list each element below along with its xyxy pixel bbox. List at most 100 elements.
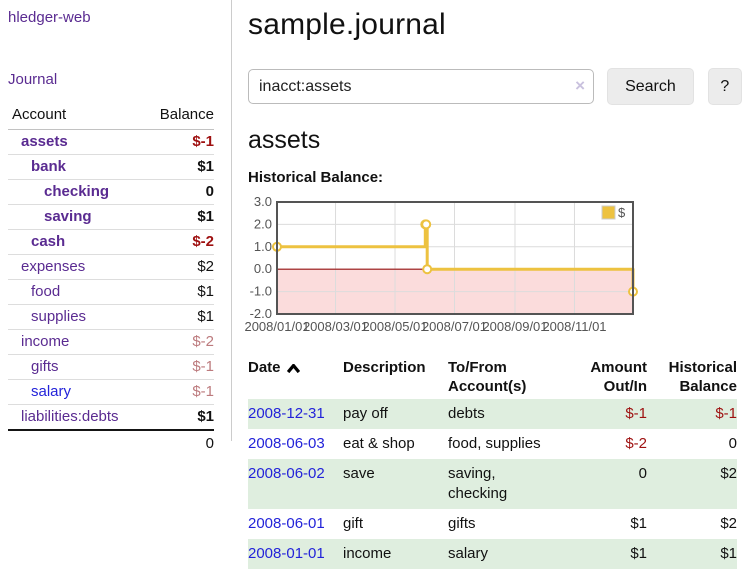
balance-value: $1 [197,158,214,175]
account-row: cash $-2 [8,229,214,255]
header-label: To/From [448,359,507,376]
register-date-link[interactable]: 2008-12-31 [248,405,325,422]
plot-border [276,201,634,315]
account-balance: $-2 [142,229,214,255]
account-balance: $2 [142,254,214,280]
register-balance: $2 [720,515,737,532]
register-amount: $-2 [625,435,647,452]
register-date-link[interactable]: 2008-06-01 [248,515,325,532]
account-cell: checking [8,179,143,205]
account-cell: income [8,329,143,355]
account-balance: $1 [142,204,214,230]
register-table: Date Description To/From Account(s) Amount Ou… [248,358,737,569]
register-row: 2008-12-31 pay off debts $-1 $-1 [248,399,737,429]
register-date-cell: 2008-06-03 [248,429,343,459]
y-tick-label: 0.0 [254,261,272,276]
register-accounts: salary [448,539,582,569]
accounts-table: Account Balance assets $-1 bank $1 checking 0… [8,103,214,456]
account-balance: $-1 [142,354,214,380]
account-link[interactable]: checking [44,183,110,200]
help-button[interactable]: ? [707,68,742,105]
register-header-description: Description [343,358,448,399]
register-amount: $-1 [625,405,647,422]
register-row: 2008-01-01 income salary $1 $1 [248,539,737,569]
x-tick-label: 2008/09/01 [482,319,547,334]
account-cell: food [8,279,143,305]
sidebar-item-journal[interactable]: Journal [8,71,58,88]
register-description: income [343,545,392,562]
y-tick-label: -1.0 [250,284,272,299]
balance-value: $-1 [192,383,214,400]
accounts-header-account: Account [8,103,143,130]
register-balance: $2 [720,465,737,482]
account-link[interactable]: income [21,333,70,350]
account-balance: $-2 [142,329,214,355]
account-cell: liabilities:debts [8,405,143,431]
header-label: Amount [590,359,647,376]
register-header-amount: Amount Out/In [582,358,647,399]
account-heading: assets [248,126,321,154]
register-accounts-line: gifts [448,515,476,532]
account-link[interactable]: food [31,283,61,300]
register-date-link[interactable]: 2008-06-02 [248,465,325,482]
register-date-link[interactable]: 2008-01-01 [248,545,325,562]
header-label: Balance [679,378,737,395]
account-cell: saving [8,204,143,230]
account-link[interactable]: supplies [31,308,87,325]
account-link[interactable]: salary [31,383,72,400]
app-title-link[interactable]: hledger-web [8,9,91,26]
historical-balance-chart[interactable]: $3.0 2.0 1.0 0.0 -1.0 -2.02008/01/012008/03/0… [244,194,700,338]
accounts-header-balance: Balance [142,103,214,130]
register-amount: 0 [638,465,647,482]
register-balance: $1 [720,545,737,562]
register-date-cell: 2008-12-31 [248,399,343,429]
account-row: expenses $2 [8,254,214,280]
account-link[interactable]: saving [44,208,92,225]
accounts-total-row: 0 [8,429,214,456]
register-amount: $1 [630,515,647,532]
sidebar: hledger-web Journal Account Balance asse… [0,0,232,456]
register-accounts-line: checking [448,485,508,502]
account-cell: expenses [8,254,143,280]
account-row: checking 0 [8,179,214,205]
register-description: save [343,465,375,482]
balance-value: $-2 [192,333,214,350]
search-button[interactable]: Search [607,68,694,105]
main-content: sample.journal × Search ? assets Histori… [244,0,742,569]
register-accounts: debts [448,399,582,429]
register-date-cell: 2008-06-02 [248,459,343,509]
register-accounts: food, supplies [448,429,582,459]
account-cell: assets [8,129,143,155]
register-accounts-line: salary [448,545,489,562]
account-link[interactable]: liabilities:debts [21,408,119,425]
register-header-date[interactable]: Date [248,358,343,399]
register-date-link[interactable]: 2008-06-03 [248,435,325,452]
page-title: sample.journal [248,8,446,41]
legend-label: $ [618,205,626,220]
account-link[interactable]: expenses [21,258,86,275]
account-balance: 0 [142,179,214,205]
x-tick-label: 2008/03/01 [303,319,368,334]
account-row: food $1 [8,279,214,305]
register-description: eat & shop [343,435,415,452]
register-description: gift [343,515,364,532]
search-input[interactable] [248,69,595,104]
account-row: supplies $1 [8,304,214,330]
chart-title: Historical Balance: [248,169,384,186]
balance-value: 0 [205,183,214,200]
register-amount: $1 [630,545,647,562]
x-tick-label: 2008/01/01 [244,319,309,334]
account-link[interactable]: gifts [31,358,59,375]
account-row: salary $-1 [8,379,214,405]
y-tick-label: 3.0 [254,194,272,209]
account-row: gifts $-1 [8,354,214,380]
account-link[interactable]: assets [21,133,68,150]
account-link[interactable]: bank [31,158,67,175]
header-label: Date [248,359,281,376]
account-row: assets $-1 [8,129,214,155]
search-form: × Search ? [248,68,742,105]
account-link[interactable]: cash [31,233,66,250]
clear-search-icon[interactable]: × [575,76,586,95]
x-tick-label: 2008/05/01 [362,319,427,334]
header-label: Out/In [603,378,647,395]
